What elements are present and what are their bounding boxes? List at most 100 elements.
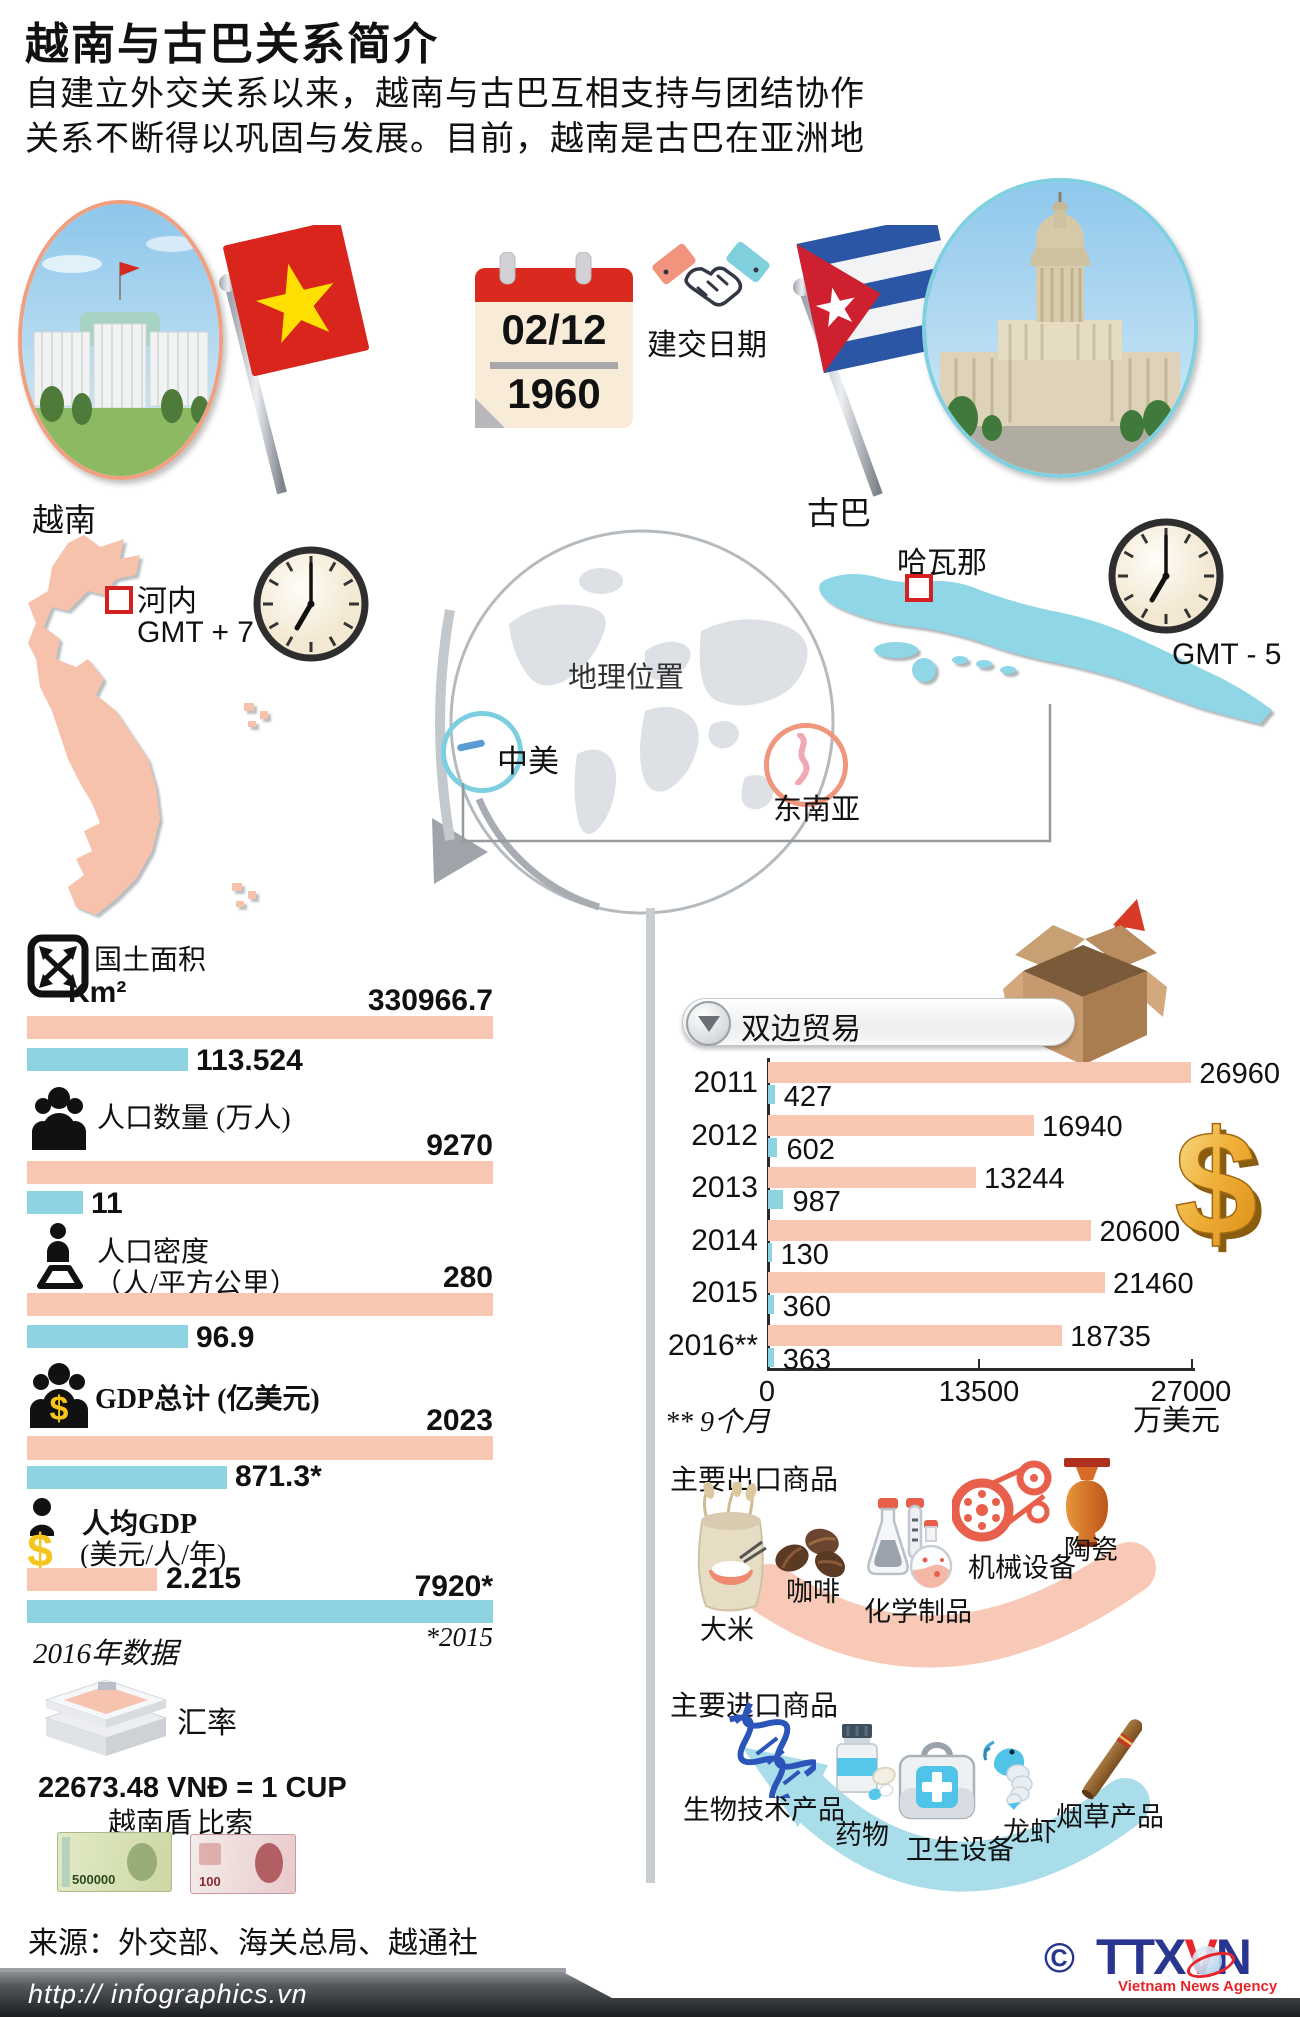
gdp-per-capita-value-vietnam: 2.215 — [166, 1562, 242, 1595]
vietnam-flag-pin — [219, 225, 370, 495]
trade-row-year: 2016** — [667, 1329, 758, 1362]
area-bar-cuba — [27, 1048, 188, 1071]
trade-row-year: 2015 — [691, 1276, 758, 1310]
trade-bar-vietnam — [768, 1167, 976, 1189]
coffee-beans-icon — [775, 1528, 845, 1578]
svg-text:$: $ — [50, 1390, 69, 1428]
medicine-icon — [836, 1724, 896, 1800]
area-bar-vietnam — [27, 1016, 493, 1039]
trade-bar-cuba — [768, 1348, 774, 1367]
density-bar-vietnam — [27, 1293, 493, 1316]
trade-bar-vietnam — [768, 1219, 1092, 1241]
trade-row-year: 2014 — [691, 1223, 758, 1257]
trade-bar-vietnam — [768, 1272, 1105, 1294]
vietnam-map — [28, 535, 268, 915]
trade-value-vietnam: 21460 — [1113, 1268, 1194, 1301]
vietnam-national-assembly-image — [22, 204, 219, 476]
handshake-icon — [652, 241, 770, 307]
established-label: 建交日期 — [647, 329, 767, 362]
logo-n: N — [1215, 1929, 1252, 1985]
gdp-label: GDP总计 (亿美元) — [95, 1384, 320, 1415]
intro-line-1: 自建立外交关系以来，越南与古巴互相支持与团结协作 — [25, 76, 865, 113]
vnd-note-value: 500000 — [72, 1872, 116, 1887]
trade-section-header: 双边贸易 — [682, 998, 1075, 1046]
gdp-per-capita-bar-cuba — [27, 1600, 493, 1623]
gdp-per-capita-value-cuba: 7920* — [414, 1570, 493, 1603]
lobster-shrimp-icon — [983, 1740, 1033, 1810]
export-box-icon — [1003, 899, 1167, 1065]
export-arc-arrow — [744, 1542, 1156, 1668]
area-value-cuba: 113.524 — [196, 1044, 303, 1077]
ceramics-label: 陶瓷 — [1064, 1535, 1118, 1565]
trade-title: 双边贸易 — [741, 1013, 861, 1046]
trade-unit: 万美元 — [1133, 1405, 1221, 1437]
ttxvn-logo: © TTXVN Vietnam News Agency — [1040, 1928, 1290, 1995]
population-label: 人口数量 (万人) — [97, 1103, 291, 1134]
cuba-clock-icon — [1108, 518, 1224, 634]
area-value-vietnam: 330966.7 — [367, 984, 493, 1017]
trade-bar-cuba — [768, 1137, 778, 1157]
density-value-cuba: 96.9 — [196, 1321, 255, 1354]
cup-note-value: 100 — [199, 1874, 221, 1889]
intro-line-2: 关系不断得以巩固与发展。目前，越南是古巴在亚洲地 — [25, 121, 865, 158]
vnd-banknote: 500000 — [57, 1832, 172, 1892]
cup-banknote: 100 — [190, 1834, 296, 1894]
page-title: 越南与古巴关系简介 — [25, 20, 439, 69]
trade-bar-vietnam — [768, 1325, 1063, 1346]
tobacco-label: 烟草产品 — [1056, 1802, 1164, 1832]
area-unit: Km² — [68, 976, 127, 1009]
gdp-icon: $ — [30, 1363, 88, 1428]
population-icon — [32, 1087, 86, 1150]
svg-text:$: $ — [1174, 1103, 1257, 1267]
copyright-mark: © — [1044, 1934, 1075, 1981]
gdp-value-vietnam: 2023 — [426, 1404, 493, 1437]
logo-ttx: TTX — [1096, 1929, 1186, 1985]
trade-value-vietnam: 16940 — [1042, 1110, 1123, 1143]
dollar-sign-icon: $ $ — [1174, 1103, 1264, 1273]
biotech-label: 生物技术产品 — [683, 1795, 845, 1825]
logo-subtitle: Vietnam News Agency — [1118, 1978, 1278, 1995]
trade-note: ** 9个月 — [665, 1407, 771, 1438]
trade-tick-end — [1191, 1359, 1193, 1368]
trade-tick-label-27000: 27000 — [1150, 1376, 1232, 1408]
footer-ribbon — [0, 1968, 1300, 2017]
population-value-cuba: 11 — [91, 1187, 123, 1220]
southeast-asia-label: 东南亚 — [773, 794, 861, 826]
trade-value-cuba: 987 — [792, 1186, 841, 1219]
trade-value-cuba: 360 — [782, 1291, 832, 1324]
rice-sack-icon — [697, 1482, 767, 1612]
geo-title: 地理位置 — [568, 662, 685, 694]
gdp-value-cuba: 871.3* — [235, 1460, 322, 1493]
density-icon — [37, 1223, 83, 1289]
trade-row-year: 2013 — [691, 1171, 758, 1205]
vietnam-label: 越南 — [32, 502, 97, 538]
stats-star-note: *2015 — [425, 1622, 494, 1652]
population-bar-vietnam — [27, 1161, 493, 1184]
trade-value-cuba: 363 — [782, 1344, 832, 1376]
vietnam-building-photo — [18, 200, 223, 480]
chemicals-label: 化学制品 — [864, 1597, 972, 1627]
exchange-rate: 22673.48 VNĐ = 1 CUP — [38, 1772, 347, 1804]
trade-tick-mid — [978, 1359, 980, 1368]
area-label: 国土面积 — [94, 945, 207, 976]
gdp-per-capita-icon: $ — [28, 1498, 54, 1570]
imports-title: 主要进口商品 — [670, 1691, 839, 1722]
hanoi-marker — [105, 586, 133, 614]
havana-marker — [905, 574, 933, 602]
density-bar-cuba — [27, 1325, 188, 1348]
import-arc-arrow — [742, 1747, 1150, 1892]
medicine-label: 药物 — [835, 1820, 889, 1850]
trade-value-vietnam: 26960 — [1199, 1058, 1281, 1090]
trade-value-vietnam: 20600 — [1099, 1215, 1181, 1248]
trade-row-year: 2011 — [693, 1066, 758, 1099]
cuba-label: 古巴 — [807, 495, 872, 531]
vietnam-clock-icon — [253, 546, 369, 662]
machinery-label: 机械设备 — [968, 1553, 1076, 1583]
svg-text:$: $ — [1180, 1105, 1263, 1273]
central-america-label: 中美 — [497, 744, 559, 779]
trade-tick-label-13500: 13500 — [938, 1376, 1020, 1408]
gdp-per-capita-label: 人均GDP — [82, 1509, 198, 1540]
source-line: 来源：外交部、海关总局、越通社 — [28, 1927, 478, 1960]
trade-bar-vietnam — [768, 1114, 1035, 1136]
density-label: 人口密度 — [97, 1237, 210, 1268]
